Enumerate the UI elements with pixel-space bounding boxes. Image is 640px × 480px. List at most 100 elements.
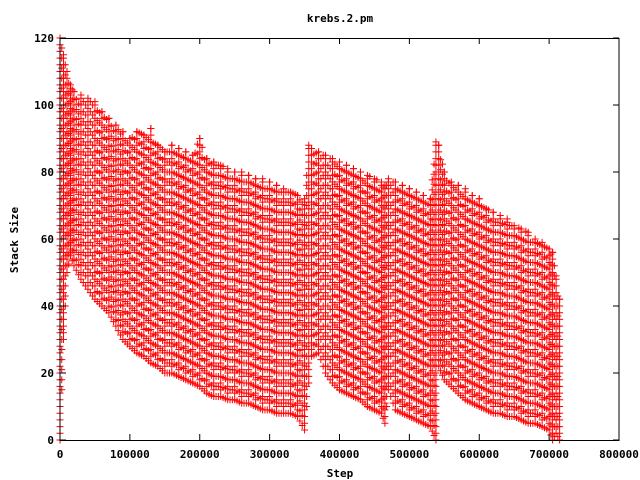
data-point <box>140 218 148 226</box>
data-point <box>147 245 155 253</box>
data-point <box>133 295 141 303</box>
data-point <box>189 185 197 193</box>
data-point <box>175 198 183 206</box>
data-point <box>140 299 148 307</box>
data-point <box>91 161 99 169</box>
data-point <box>133 155 141 163</box>
data-point <box>140 178 148 186</box>
data-point <box>98 269 106 276</box>
data-point <box>70 121 78 129</box>
data-point <box>112 282 120 290</box>
data-point <box>68 126 76 134</box>
data-point <box>68 247 76 255</box>
data-point <box>63 262 71 270</box>
data-point <box>175 339 183 347</box>
data-point <box>203 275 211 283</box>
data-point <box>65 220 73 228</box>
data-point <box>66 191 74 199</box>
data-point <box>77 91 85 99</box>
data-point <box>154 228 162 236</box>
data-point <box>154 329 162 337</box>
data-point <box>175 258 183 266</box>
data-point <box>140 138 148 146</box>
data-point <box>189 305 197 313</box>
data-point <box>203 195 211 203</box>
data-point <box>114 196 122 204</box>
data-point <box>140 319 148 327</box>
data-point <box>126 329 134 337</box>
data-point <box>61 282 69 290</box>
data-point <box>147 185 155 193</box>
data-point <box>126 309 134 317</box>
data-point <box>114 166 122 174</box>
data-point <box>107 122 115 130</box>
data-point <box>63 175 71 183</box>
data-point <box>119 202 127 209</box>
data-point <box>70 222 78 230</box>
data-point <box>126 208 134 216</box>
data-point <box>66 178 74 186</box>
data-point <box>147 265 155 273</box>
data-point <box>98 148 106 156</box>
data-point <box>133 195 141 203</box>
data-point <box>63 255 71 263</box>
data-point <box>66 165 74 173</box>
data-point <box>72 116 80 124</box>
data-point <box>175 238 183 246</box>
data-point <box>203 315 211 323</box>
data-point <box>98 108 106 116</box>
data-point <box>72 146 80 154</box>
data-point <box>63 121 71 129</box>
data-point <box>63 128 71 136</box>
data-point <box>112 242 120 250</box>
data-point <box>65 89 73 97</box>
data-point <box>61 71 69 79</box>
data-point <box>126 289 134 297</box>
data-point <box>175 279 183 287</box>
data-point <box>58 84 66 92</box>
data-point <box>119 282 127 290</box>
data-point <box>68 96 76 104</box>
data-point <box>203 336 211 343</box>
data-point <box>70 101 78 109</box>
data-point <box>189 225 197 233</box>
data-point <box>175 145 183 153</box>
data-point <box>231 242 239 250</box>
data-point <box>59 309 67 317</box>
data-point <box>59 322 67 330</box>
data-point <box>63 222 71 230</box>
data-point <box>107 263 115 271</box>
data-point <box>72 236 80 244</box>
data-point <box>196 329 204 337</box>
data-point <box>189 205 197 213</box>
data-point <box>189 165 197 173</box>
data-point <box>105 168 113 176</box>
data-point <box>168 255 176 263</box>
data-point <box>66 151 74 159</box>
data-point <box>66 124 74 132</box>
data-point <box>66 98 74 106</box>
data-point <box>175 299 183 307</box>
data-point <box>105 128 113 136</box>
data-point <box>107 132 115 140</box>
data-point <box>147 124 155 132</box>
data-point <box>147 165 155 173</box>
data-point <box>91 222 99 230</box>
data-point <box>72 206 80 214</box>
data-point <box>72 256 80 264</box>
data-point <box>196 369 204 377</box>
data-point <box>154 248 162 256</box>
data-point <box>61 272 69 280</box>
data-point <box>72 246 80 254</box>
data-point <box>58 265 66 273</box>
data-point <box>68 217 76 225</box>
data-point <box>231 322 239 330</box>
data-point <box>217 299 225 307</box>
data-point <box>133 275 141 283</box>
data-point <box>65 150 73 158</box>
data-point <box>68 86 76 94</box>
data-point <box>70 242 78 250</box>
data-point <box>182 282 190 290</box>
data-point <box>140 279 148 287</box>
data-point <box>182 161 190 169</box>
